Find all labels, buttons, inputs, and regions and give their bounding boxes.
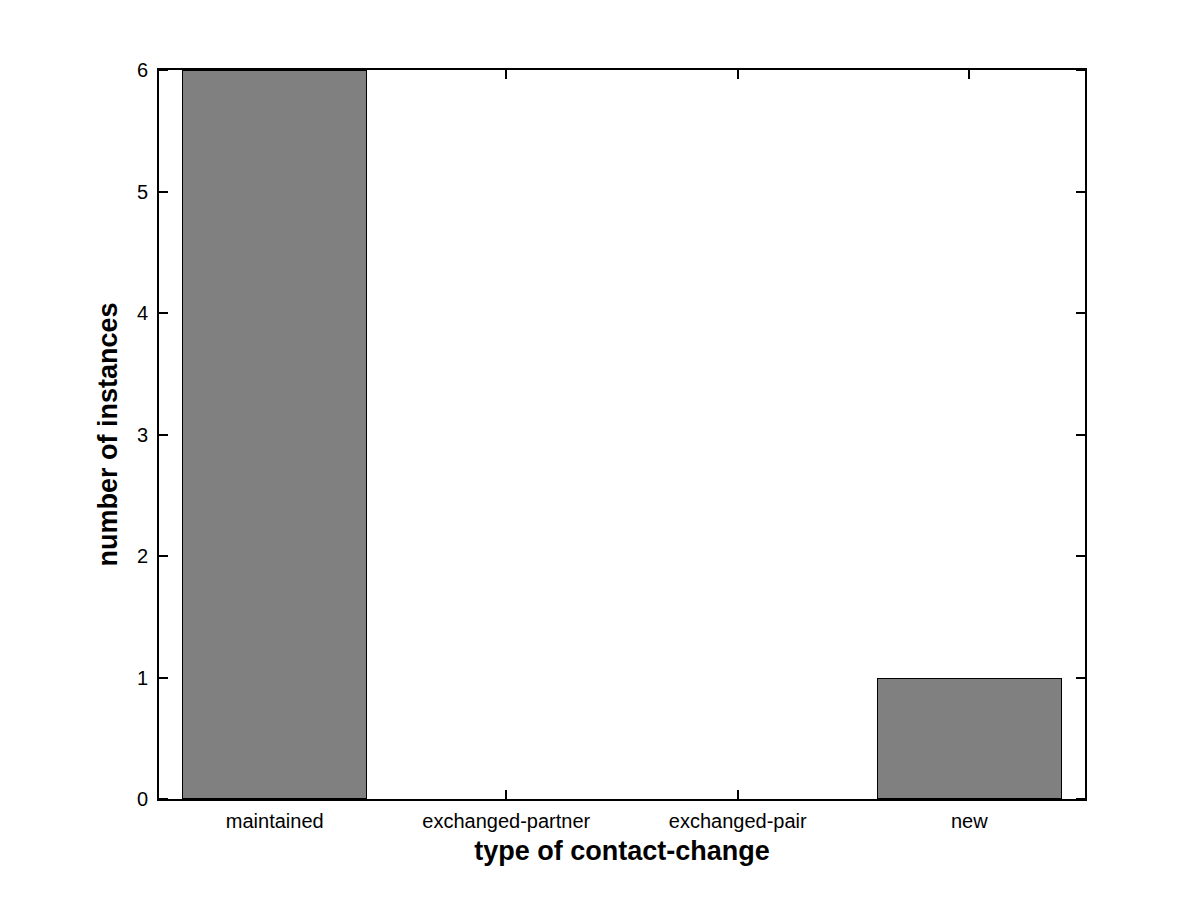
x-tick-label: new	[856, 810, 1082, 832]
y-tick-mark	[159, 555, 168, 557]
y-tick-mark-right	[1076, 191, 1085, 193]
x-axis-label: type of contact-change	[157, 836, 1087, 866]
y-tick-mark-right	[1076, 798, 1085, 800]
y-tick-mark	[159, 434, 168, 436]
y-tick-mark-right	[1076, 434, 1085, 436]
x-tick-mark-top	[968, 70, 970, 79]
y-tick-mark-right	[1076, 69, 1085, 71]
y-tick-mark	[159, 798, 168, 800]
bar-chart-figure: 0123456maintainedexchanged-partnerexchan…	[0, 0, 1201, 901]
x-tick-label: maintained	[162, 810, 388, 832]
plot-area	[157, 68, 1087, 801]
x-tick-mark	[505, 790, 507, 799]
x-tick-label: exchanged-partner	[393, 810, 619, 832]
y-axis-label: number of instances	[95, 68, 122, 801]
bar-maintained	[182, 70, 367, 799]
y-tick-mark-right	[1076, 555, 1085, 557]
x-tick-mark	[737, 790, 739, 799]
bar-new	[877, 678, 1062, 800]
y-tick-mark-right	[1076, 312, 1085, 314]
y-tick-mark	[159, 677, 168, 679]
y-tick-mark-right	[1076, 677, 1085, 679]
y-tick-mark	[159, 191, 168, 193]
x-tick-mark-top	[505, 70, 507, 79]
y-tick-mark	[159, 69, 168, 71]
y-tick-mark	[159, 312, 168, 314]
x-tick-mark-top	[737, 70, 739, 79]
x-tick-label: exchanged-pair	[625, 810, 851, 832]
